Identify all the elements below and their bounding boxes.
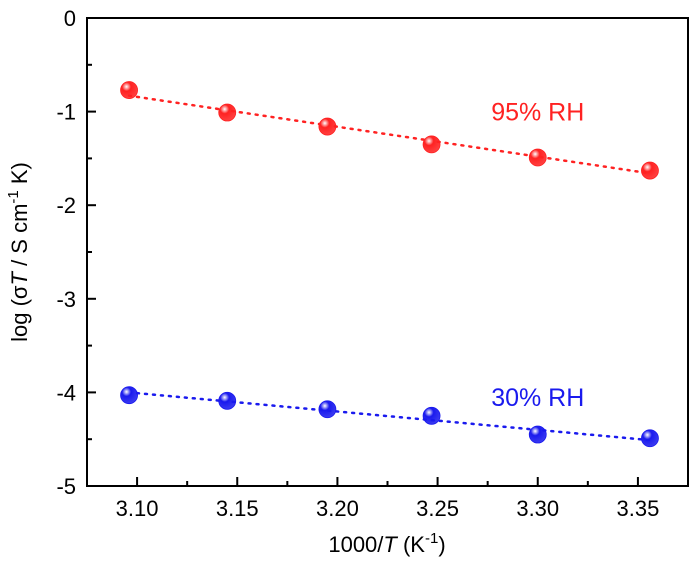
- series-labels: 95% RH 30% RH: [491, 99, 584, 412]
- series-label: 95% RH: [491, 99, 584, 127]
- data-point: [528, 425, 547, 444]
- data-point: [218, 103, 237, 122]
- y-tick-label: -5: [56, 474, 76, 499]
- x-tick-label: 3.30: [516, 496, 559, 521]
- x-tick-label: 3.15: [216, 496, 259, 521]
- data-point: [422, 135, 441, 154]
- y-tick-label: -1: [56, 100, 76, 125]
- data-point: [318, 117, 337, 136]
- x-tick-label: 3.35: [617, 496, 660, 521]
- data-point: [641, 429, 659, 448]
- y-tick-label: -2: [56, 193, 76, 218]
- y-axis-title: log (σT / S cm-1 K): [5, 162, 32, 342]
- fit-line: [127, 94, 652, 175]
- data-point: [641, 161, 659, 180]
- x-tick-label: 3.20: [316, 496, 359, 521]
- data-point: [528, 148, 547, 167]
- data-point: [120, 386, 138, 405]
- axis-ticks: 3.10 3.15 3.20 3.25 3.30 3.35 0 -1 -2 -3 -4 -5: [56, 6, 659, 521]
- fit-line: [127, 391, 652, 442]
- data-point: [422, 406, 441, 425]
- data-point: [318, 400, 337, 419]
- data-points: [120, 81, 659, 448]
- x-tick-label: 3.25: [416, 496, 459, 521]
- x-axis-title: 1000/T (K-1): [328, 530, 445, 557]
- data-point: [218, 391, 237, 410]
- y-tick-label: -4: [56, 380, 76, 405]
- plot-frame: [86, 17, 689, 487]
- series-label: 30% RH: [491, 384, 584, 412]
- data-point: [120, 81, 138, 99]
- y-tick-label: 0: [64, 6, 76, 31]
- y-tick-label: -3: [56, 287, 76, 312]
- fit-lines: [127, 94, 652, 442]
- x-tick-label: 3.10: [116, 496, 159, 521]
